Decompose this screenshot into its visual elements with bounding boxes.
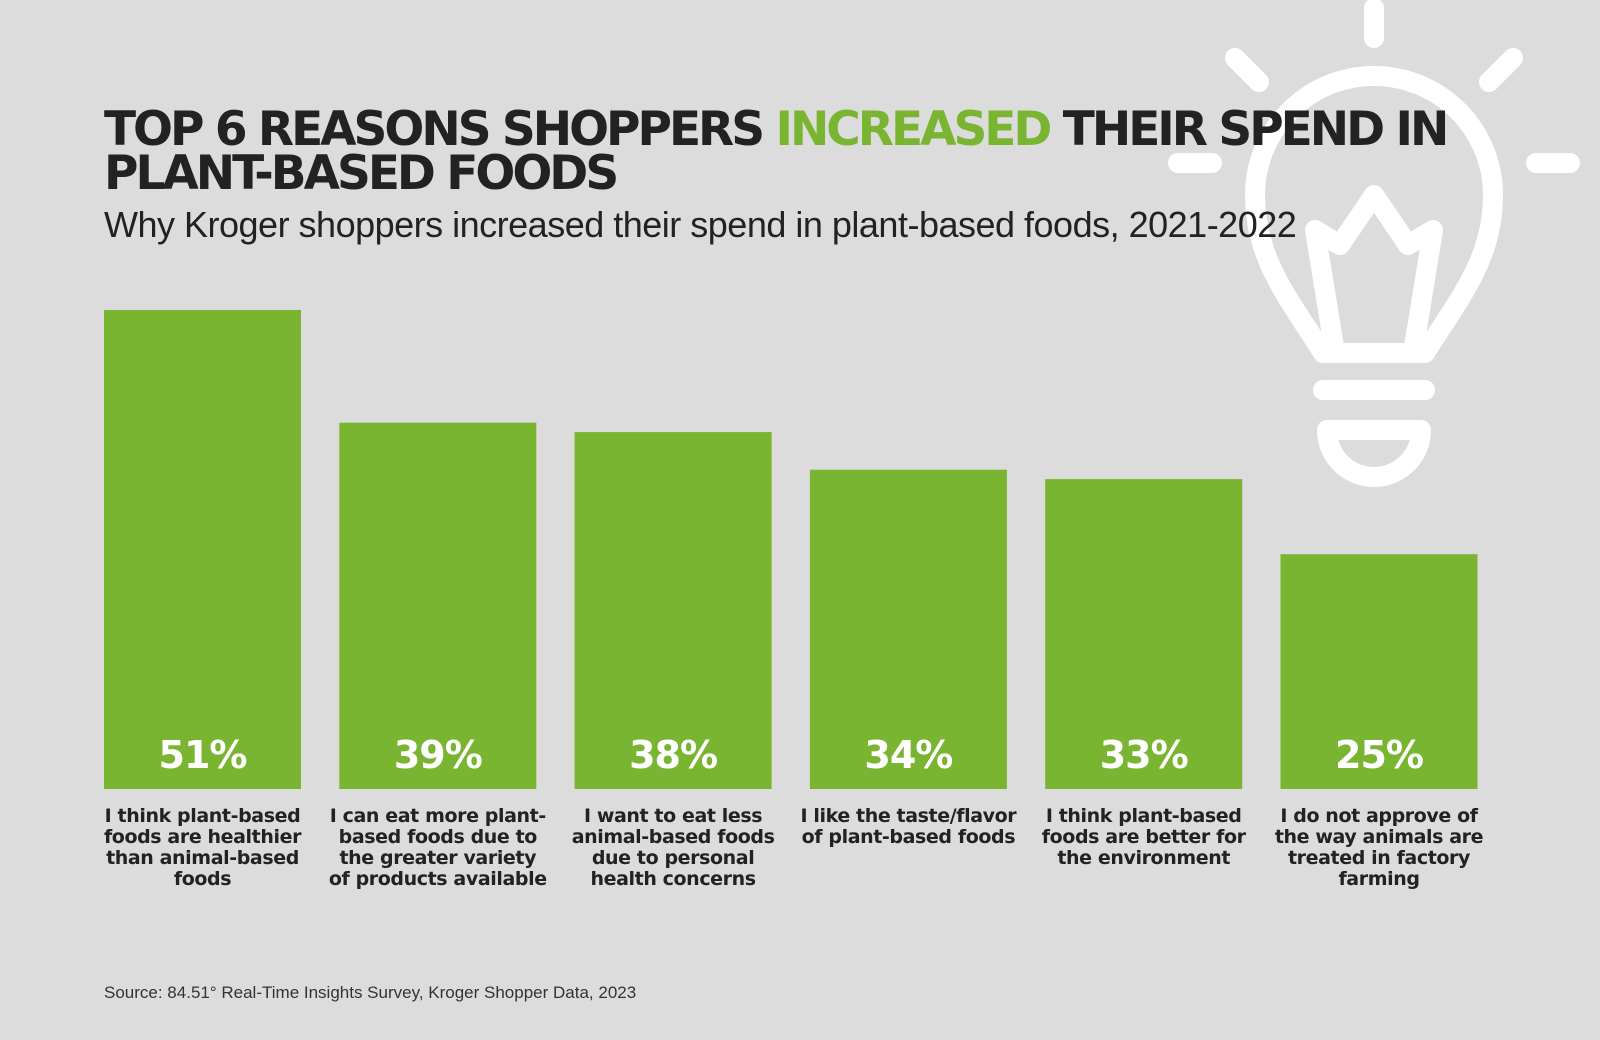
- bar: [1280, 554, 1478, 789]
- chart-title: TOP 6 REASONS SHOPPERS INCREASED THEIR S…: [104, 106, 1504, 197]
- title-part2: THEIR SPEND IN PLANT-BASED FOODS: [104, 102, 1449, 201]
- title-part1: TOP 6 REASONS SHOPPERS: [104, 102, 776, 157]
- category-label: I think plant-based foods are better for…: [1041, 805, 1246, 869]
- category-label: I do not approve of the way animals are …: [1274, 805, 1484, 890]
- bar: [1045, 479, 1243, 789]
- bar-value-label: 34%: [864, 733, 952, 777]
- bar: [809, 469, 1007, 789]
- category-label: I want to eat less animal-based foods du…: [571, 805, 775, 890]
- category-label: I think plant-based foods are healthier …: [103, 805, 302, 890]
- title-highlight: INCREASED: [775, 102, 1052, 157]
- category-label: I can eat more plant-based foods due to …: [328, 805, 547, 890]
- bar: [574, 432, 772, 789]
- bar-value-label: 33%: [1100, 733, 1188, 777]
- bar-value-label: 39%: [394, 733, 482, 777]
- source-note: Source: 84.51° Real-Time Insights Survey…: [104, 983, 637, 1002]
- category-label: I like the taste/flavor of plant-based f…: [800, 805, 1017, 848]
- bar-value-label: 25%: [1335, 733, 1423, 777]
- bar-value-label: 38%: [629, 733, 717, 777]
- chart-subtitle: Why Kroger shoppers increased their spen…: [104, 204, 1297, 245]
- bar-value-label: 51%: [159, 733, 247, 777]
- bar: [339, 422, 537, 789]
- bar: [104, 310, 301, 789]
